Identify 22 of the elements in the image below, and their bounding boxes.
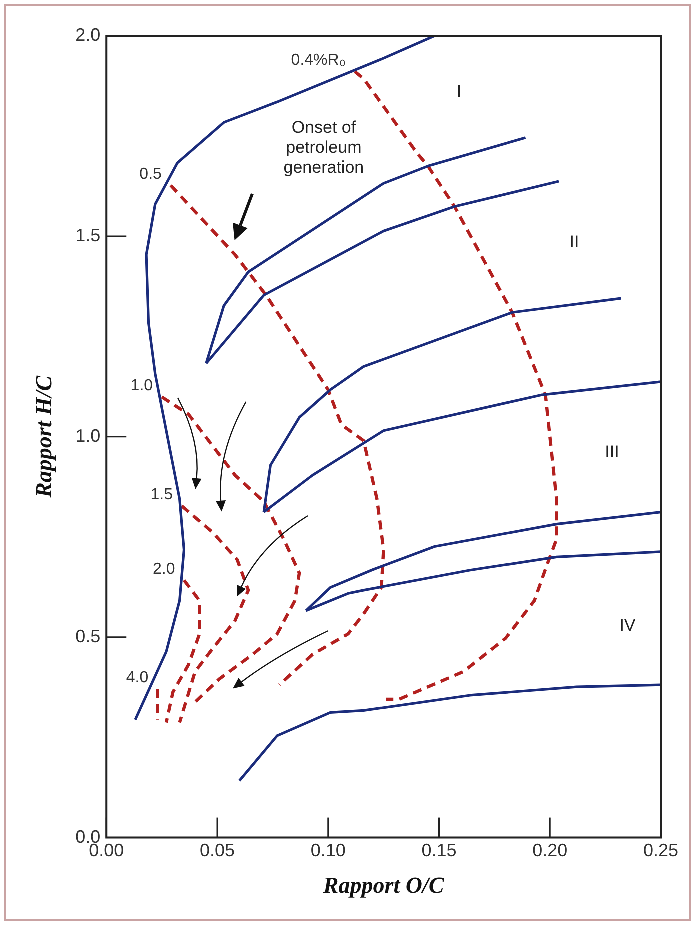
series-label: 4.0 [126, 669, 149, 686]
annotation: IV [620, 616, 636, 635]
series-label: 0.4%R₀ [291, 52, 346, 70]
series-label: 2.0 [152, 560, 176, 578]
annotation: III [605, 442, 620, 462]
y-axis-title: Rapport H/C [32, 375, 57, 499]
annotation: II [570, 232, 580, 252]
y-tick-label: 0.5 [76, 626, 101, 646]
x-tick-label: 0.10 [310, 840, 346, 861]
annotation: I [456, 82, 462, 101]
series-label: 1.5 [150, 486, 174, 504]
x-axis-title: Rapport O/C [322, 873, 445, 898]
series-label: 0.5 [140, 166, 162, 183]
y-tick-label: 1.5 [76, 225, 101, 246]
series-label: 1.0 [130, 378, 154, 395]
x-tick-label: 0.25 [643, 840, 679, 861]
y-tick-label: 2.0 [76, 24, 101, 45]
x-tick-label: 0.05 [200, 840, 236, 861]
annotation: Onset of petroleum generation [284, 118, 364, 177]
x-tick-label: 0.20 [532, 840, 568, 861]
y-tick-label: 1.0 [76, 426, 101, 446]
x-tick-label: 0.15 [422, 840, 457, 861]
